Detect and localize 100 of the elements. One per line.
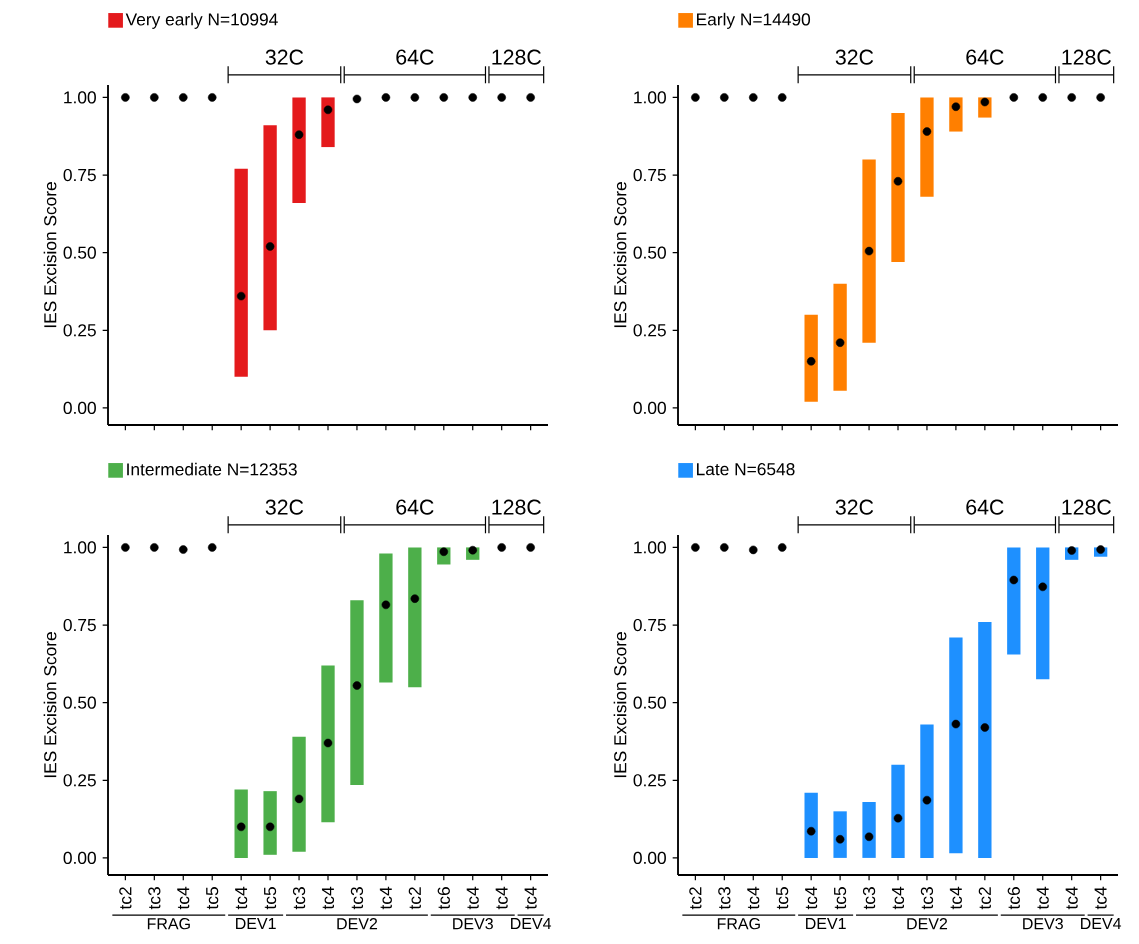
point xyxy=(439,547,449,557)
point xyxy=(691,543,700,552)
text: FRAG xyxy=(147,918,190,930)
x-tick-label: tc2 xyxy=(408,887,421,910)
y-axis-title: IES Excision Score xyxy=(613,182,627,328)
point xyxy=(1038,93,1048,102)
text: DEV1 xyxy=(236,918,276,930)
point xyxy=(951,719,961,729)
x-tick-label: tc4 xyxy=(1065,886,1078,910)
point xyxy=(777,93,787,102)
point xyxy=(265,242,275,251)
point xyxy=(121,93,130,102)
y-tick-label: 0.25 xyxy=(63,774,96,787)
point xyxy=(1067,546,1076,555)
text: DEV1 xyxy=(806,918,846,930)
point xyxy=(777,543,787,552)
text: DEV2 xyxy=(337,918,378,930)
x-tick-label: tc4 xyxy=(177,886,190,910)
point xyxy=(150,93,159,102)
point xyxy=(980,97,990,107)
point xyxy=(323,105,333,115)
x-tick-label: tc3 xyxy=(920,887,934,910)
x-tick-label: tc5 xyxy=(834,887,847,910)
x-tick-label: tc4 xyxy=(495,886,508,910)
point xyxy=(207,543,217,552)
point xyxy=(236,291,246,301)
point xyxy=(806,826,816,836)
point xyxy=(265,822,275,832)
point xyxy=(922,127,932,136)
point xyxy=(980,723,990,732)
x-tick-label: tc5 xyxy=(206,887,219,910)
legend-label: Early N=14490 xyxy=(697,12,811,29)
point xyxy=(951,102,961,111)
point xyxy=(150,543,159,552)
point xyxy=(526,93,535,102)
point xyxy=(236,822,246,832)
y-tick-label: 0.75 xyxy=(63,168,96,182)
y-axis-title: IES Excision Score xyxy=(613,632,627,778)
point xyxy=(352,94,362,104)
text: DEV2 xyxy=(907,918,948,930)
text: 32C xyxy=(835,499,874,515)
point xyxy=(1009,93,1019,102)
point xyxy=(835,835,845,844)
point xyxy=(864,246,874,256)
text: DEV3 xyxy=(1023,918,1063,930)
y-tick-label: 0.25 xyxy=(633,774,666,787)
point xyxy=(468,93,478,102)
x-tick-label: tc5 xyxy=(264,887,277,910)
point xyxy=(294,130,304,139)
x-tick-label: tc2 xyxy=(978,887,991,910)
point xyxy=(294,794,304,804)
text: DEV4 xyxy=(511,918,552,930)
text: 32C xyxy=(265,499,304,515)
text: 128C xyxy=(492,49,541,65)
y-tick-label: 0.50 xyxy=(633,246,666,259)
y-tick-label: 0.00 xyxy=(63,851,96,865)
point xyxy=(121,543,130,552)
point xyxy=(179,545,188,554)
point xyxy=(1096,93,1105,102)
point xyxy=(381,93,391,102)
text: 32C xyxy=(835,49,874,65)
text: DEV3 xyxy=(453,918,493,930)
y-axis-title: IES Excision Score xyxy=(43,182,57,328)
text: FRAG xyxy=(717,918,760,930)
point xyxy=(526,543,535,552)
x-tick-label: tc3 xyxy=(862,887,876,910)
x-tick-label: tc6 xyxy=(1007,887,1020,910)
point xyxy=(179,93,188,102)
text: 128C xyxy=(1062,499,1111,515)
y-tick-label: 0.50 xyxy=(63,696,96,709)
y-tick-label: 1.00 xyxy=(64,91,96,104)
x-tick-label: tc6 xyxy=(437,887,450,910)
point xyxy=(381,600,391,610)
point xyxy=(893,813,903,823)
x-tick-label: tc4 xyxy=(805,886,818,910)
y-tick-label: 0.75 xyxy=(633,168,666,182)
x-tick-label: tc4 xyxy=(524,886,537,910)
y-tick-label: 0.25 xyxy=(63,324,96,337)
x-tick-label: tc4 xyxy=(747,886,760,910)
x-tick-label: tc4 xyxy=(466,886,479,910)
x-tick-label: tc2 xyxy=(119,887,132,910)
point xyxy=(893,176,903,186)
y-tick-label: 0.50 xyxy=(633,696,666,709)
point xyxy=(922,795,932,805)
y-tick-label: 1.00 xyxy=(634,541,666,554)
point xyxy=(439,93,449,102)
x-tick-label: tc4 xyxy=(321,886,335,910)
y-tick-label: 0.00 xyxy=(633,401,666,415)
point xyxy=(749,93,758,102)
x-tick-label: tc3 xyxy=(292,887,306,910)
y-tick-label: 0.00 xyxy=(63,401,96,415)
text: 32C xyxy=(265,49,304,65)
x-tick-label: tc4 xyxy=(379,886,392,910)
x-tick-label: tc4 xyxy=(235,886,248,910)
point xyxy=(468,545,478,555)
x-tick-label: tc5 xyxy=(776,887,789,910)
point xyxy=(207,93,217,102)
x-tick-label: tc4 xyxy=(891,886,905,910)
x-tick-label: tc4 xyxy=(949,886,962,910)
point xyxy=(1009,575,1019,585)
